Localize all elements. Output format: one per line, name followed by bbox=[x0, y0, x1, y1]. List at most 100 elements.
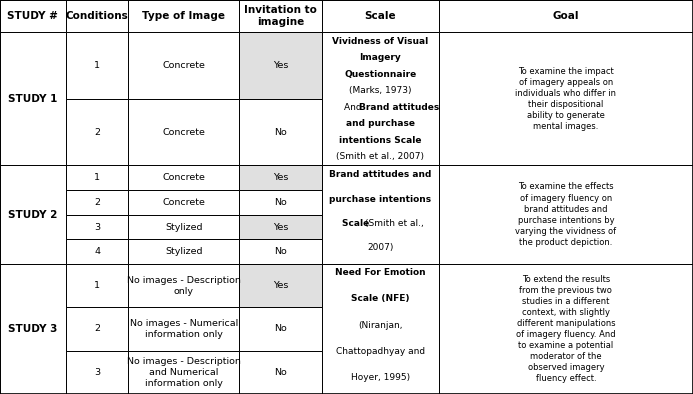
Bar bbox=[239, 0, 322, 32]
Text: 2: 2 bbox=[94, 128, 100, 137]
Bar bbox=[239, 99, 322, 165]
Text: 2: 2 bbox=[94, 198, 100, 207]
Bar bbox=[66, 0, 128, 32]
Bar bbox=[239, 307, 322, 351]
Text: No: No bbox=[274, 128, 287, 137]
Text: STUDY #: STUDY # bbox=[8, 11, 58, 21]
Bar bbox=[322, 32, 439, 165]
Bar bbox=[66, 32, 128, 99]
Bar bbox=[439, 264, 693, 394]
Text: and purchase: and purchase bbox=[346, 119, 415, 128]
Bar bbox=[239, 190, 322, 215]
Text: Stylized: Stylized bbox=[165, 223, 202, 232]
Bar bbox=[0, 0, 66, 32]
Text: Goal: Goal bbox=[552, 11, 579, 21]
Text: No: No bbox=[274, 368, 287, 377]
Text: Concrete: Concrete bbox=[162, 61, 205, 70]
Text: 1: 1 bbox=[94, 281, 100, 290]
Text: Brand attitudes: Brand attitudes bbox=[360, 103, 440, 112]
Text: Questionnaire: Questionnaire bbox=[344, 70, 416, 79]
Text: No: No bbox=[274, 198, 287, 207]
Text: Imagery: Imagery bbox=[360, 53, 401, 62]
Bar bbox=[0, 165, 66, 264]
Text: Conditions: Conditions bbox=[66, 11, 128, 21]
Text: Vividness of Visual: Vividness of Visual bbox=[333, 37, 428, 46]
Text: No: No bbox=[274, 325, 287, 333]
Bar bbox=[128, 165, 239, 190]
Bar bbox=[0, 32, 66, 165]
Bar bbox=[66, 351, 128, 394]
Text: (Marks, 1973): (Marks, 1973) bbox=[349, 86, 412, 95]
Text: Scale: Scale bbox=[365, 11, 396, 21]
Text: Need For Emotion: Need For Emotion bbox=[335, 268, 426, 277]
Text: No images - Description
and Numerical
information only: No images - Description and Numerical in… bbox=[127, 357, 240, 388]
Bar bbox=[239, 264, 322, 307]
Bar bbox=[128, 99, 239, 165]
Text: Concrete: Concrete bbox=[162, 173, 205, 182]
Bar bbox=[66, 190, 128, 215]
Bar bbox=[239, 165, 322, 190]
Bar bbox=[66, 165, 128, 190]
Text: 2007): 2007) bbox=[367, 243, 394, 252]
Text: Concrete: Concrete bbox=[162, 198, 205, 207]
Text: Scale: Scale bbox=[342, 219, 373, 228]
Text: Hoyer, 1995): Hoyer, 1995) bbox=[351, 373, 410, 382]
Text: Chattopadhyay and: Chattopadhyay and bbox=[336, 347, 425, 356]
Text: 3: 3 bbox=[94, 223, 100, 232]
Bar bbox=[322, 165, 439, 264]
Text: STUDY 3: STUDY 3 bbox=[8, 324, 58, 334]
Text: No images - Description
only: No images - Description only bbox=[127, 275, 240, 296]
Text: Yes: Yes bbox=[273, 61, 288, 70]
Bar bbox=[128, 32, 239, 99]
Bar bbox=[66, 307, 128, 351]
Bar bbox=[239, 240, 322, 264]
Text: To extend the results
from the previous two
studies in a different
context, with: To extend the results from the previous … bbox=[516, 275, 615, 383]
Text: (Niranjan,: (Niranjan, bbox=[358, 321, 403, 329]
Text: 1: 1 bbox=[94, 173, 100, 182]
Bar bbox=[128, 215, 239, 240]
Text: Scale (NFE): Scale (NFE) bbox=[351, 294, 410, 303]
Bar bbox=[439, 165, 693, 264]
Bar bbox=[439, 32, 693, 165]
Bar bbox=[66, 99, 128, 165]
Bar bbox=[66, 215, 128, 240]
Bar bbox=[128, 264, 239, 307]
Bar bbox=[439, 0, 693, 32]
Text: Concrete: Concrete bbox=[162, 128, 205, 137]
Text: Yes: Yes bbox=[273, 281, 288, 290]
Text: Type of Image: Type of Image bbox=[142, 11, 225, 21]
Bar bbox=[66, 240, 128, 264]
Bar bbox=[322, 0, 439, 32]
Text: Stylized: Stylized bbox=[165, 247, 202, 256]
Text: purchase intentions: purchase intentions bbox=[329, 195, 432, 204]
Bar bbox=[128, 240, 239, 264]
Text: (Smith et al.,: (Smith et al., bbox=[365, 219, 424, 228]
Text: No images - Numerical
information only: No images - Numerical information only bbox=[130, 319, 238, 339]
Bar bbox=[66, 264, 128, 307]
Text: And: And bbox=[344, 103, 365, 112]
Text: STUDY 2: STUDY 2 bbox=[8, 210, 58, 220]
Text: STUDY 1: STUDY 1 bbox=[8, 94, 58, 104]
Text: To examine the effects
of imagery fluency on
brand attitudes and
purchase intent: To examine the effects of imagery fluenc… bbox=[516, 182, 616, 247]
Text: 1: 1 bbox=[94, 61, 100, 70]
Text: Yes: Yes bbox=[273, 223, 288, 232]
Text: (Smith et al., 2007): (Smith et al., 2007) bbox=[337, 152, 424, 161]
Bar bbox=[239, 32, 322, 99]
Bar bbox=[128, 351, 239, 394]
Text: To examine the impact
of imagery appeals on
individuals who differ in
their disp: To examine the impact of imagery appeals… bbox=[516, 67, 616, 131]
Bar bbox=[128, 190, 239, 215]
Bar bbox=[128, 0, 239, 32]
Text: 2: 2 bbox=[94, 325, 100, 333]
Text: Yes: Yes bbox=[273, 173, 288, 182]
Text: 4: 4 bbox=[94, 247, 100, 256]
Bar bbox=[128, 307, 239, 351]
Bar bbox=[239, 351, 322, 394]
Bar bbox=[0, 264, 66, 394]
Bar bbox=[322, 264, 439, 394]
Text: No: No bbox=[274, 247, 287, 256]
Text: intentions Scale: intentions Scale bbox=[339, 136, 422, 145]
Text: Invitation to
imagine: Invitation to imagine bbox=[244, 5, 317, 27]
Bar bbox=[239, 215, 322, 240]
Text: 3: 3 bbox=[94, 368, 100, 377]
Text: Brand attitudes and: Brand attitudes and bbox=[329, 171, 432, 180]
